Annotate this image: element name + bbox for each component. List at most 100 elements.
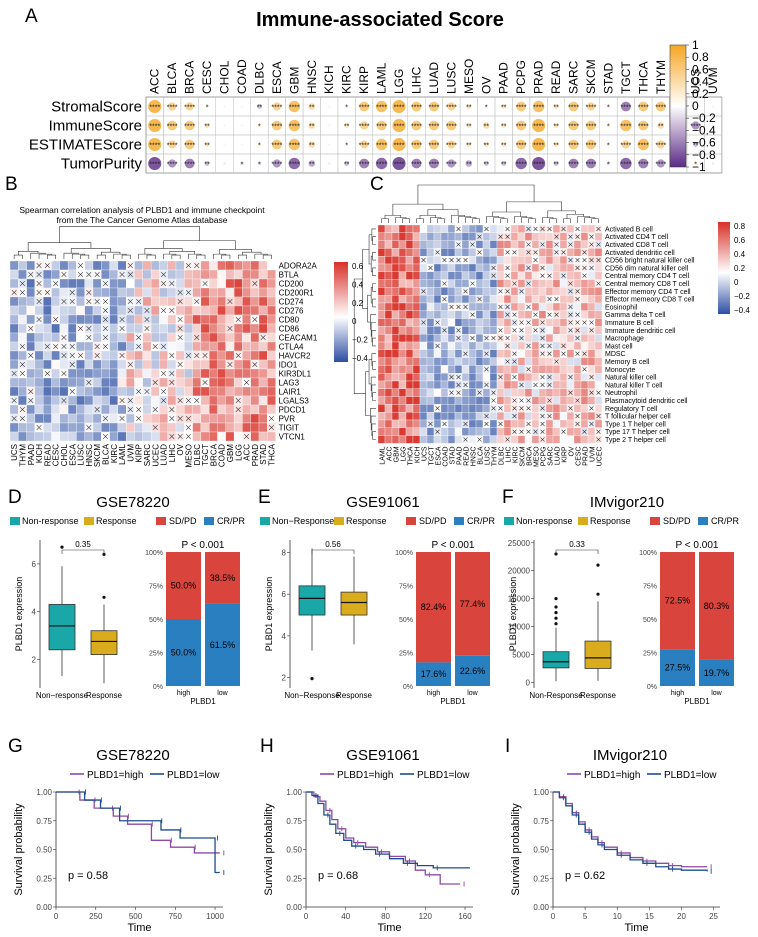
heatmap-cell [503,326,512,335]
heatmap-cell [267,260,276,271]
heatmap-cell [440,287,449,296]
heatmap-cell [545,318,554,327]
heatmap-cell [217,278,226,289]
dendrogram-branch [144,248,183,255]
heatmap-cell [426,380,435,389]
km-x-tick-label: 80 [381,912,390,921]
dendrogram-branch [47,254,56,259]
heatmap-cell [419,326,428,335]
heatmap-nonsig-mark [78,325,84,332]
panel-b-cancer-label: STAD [259,444,268,465]
heatmap-cell [9,341,19,352]
heatmap-nonsig-mark [161,343,167,350]
panel-a-sig: **** [446,143,457,150]
heatmap-cell [51,422,60,433]
panel-b-cancer-label: LUAD [160,444,169,466]
heatmap-cell [217,323,226,334]
heatmap-cell [531,388,540,397]
box-outlier [554,597,558,601]
heatmap-cell [426,248,435,257]
heatmap-nonsig-mark [53,343,59,350]
heatmap-cell [59,260,69,271]
heatmap-nonsig-mark [244,433,250,440]
heatmap-cell [482,240,491,249]
heatmap-cell [559,396,568,405]
heatmap-cell [109,413,119,424]
heatmap-cell [250,431,260,442]
heatmap-cell [142,350,152,361]
heatmap-nonsig-mark [177,325,183,332]
km-curve-low [56,791,220,874]
heatmap-nonsig-mark [463,421,468,427]
heatmap-cell [412,427,421,436]
heatmap-cell [377,224,386,233]
heatmap-cell [573,271,582,280]
heatmap-nonsig-mark [519,429,524,434]
heatmap-cell [482,404,491,413]
heatmap-cell [517,357,526,366]
heatmap-cell [76,341,85,352]
panel-a-sig: ** [553,143,559,150]
heatmap-nonsig-mark [505,312,510,317]
heatmap-cell [517,263,526,272]
panel-c-cancer-label: LIHC [506,446,513,462]
heatmap-cell [43,296,52,307]
panel-a-dot [271,120,282,131]
panel-c-cancer-label: UCEC [597,446,604,466]
heatmap-cell [517,271,526,280]
km-pvalue: p = 0.68 [318,870,358,882]
heatmap-cell [159,413,168,424]
heatmap-cell [391,326,400,335]
panel-a-dot [532,156,546,171]
heatmap-nonsig-mark [152,379,158,386]
panel-c-cancer-label: ESCA [436,446,443,465]
heatmap-cell [510,271,519,280]
bar-y-tick-label: 25% [399,651,413,658]
panel-a-sig: **** [690,124,701,131]
panel-a-sig: ** [309,105,315,112]
heatmap-cell [594,326,603,335]
dendrogram-branch [237,254,247,259]
heatmap-cell [482,287,491,296]
heatmap-cell [109,314,119,325]
dendrogram-branch [101,251,121,256]
panel-a-dot [691,121,700,130]
panel-b-gene-label: ADORA2A [279,262,318,271]
heatmap-cell [134,422,143,433]
panel-a-dot [257,142,262,147]
heatmap-cell [250,323,260,334]
bar-segment-crpr [166,619,201,686]
heatmap-cell [489,357,498,366]
heatmap-cell [84,386,94,397]
panel-a-sig: ** [466,105,472,112]
heatmap-cell [552,412,561,421]
panel-a-sig: **** [446,105,457,112]
heatmap-nonsig-mark [575,296,580,302]
heatmap-cell [67,269,77,280]
heatmap-colorbar-label: 0.4 [352,280,364,289]
heatmap-nonsig-mark [61,343,67,350]
dendrogram-branch [96,254,106,259]
panel-a-dot [447,102,456,111]
box-pvalue: 0.33 [569,540,585,549]
heatmap-cell [250,422,260,433]
panel-a-dot [240,143,244,146]
panel-a-sig: **** [271,143,282,150]
heatmap-cell [26,368,36,379]
heatmap-nonsig-mark [69,361,75,368]
heatmap-nonsig-mark [547,226,552,232]
heatmap-cell [447,232,456,241]
heatmap-cell [192,359,202,370]
heatmap-cell [517,295,526,304]
heatmap-cell [531,365,540,374]
heatmap-cell [200,359,210,370]
heatmap-cell [242,422,251,433]
heatmap-nonsig-mark [540,429,545,434]
heatmap-cell [412,349,421,358]
heatmap-nonsig-mark [78,262,84,269]
panel-b-cancer-label: HNSC [85,444,94,467]
heatmap-cell [250,377,260,388]
heatmap-cell [440,224,449,233]
heatmap-cell [496,224,505,233]
heatmap-cell [461,248,470,257]
